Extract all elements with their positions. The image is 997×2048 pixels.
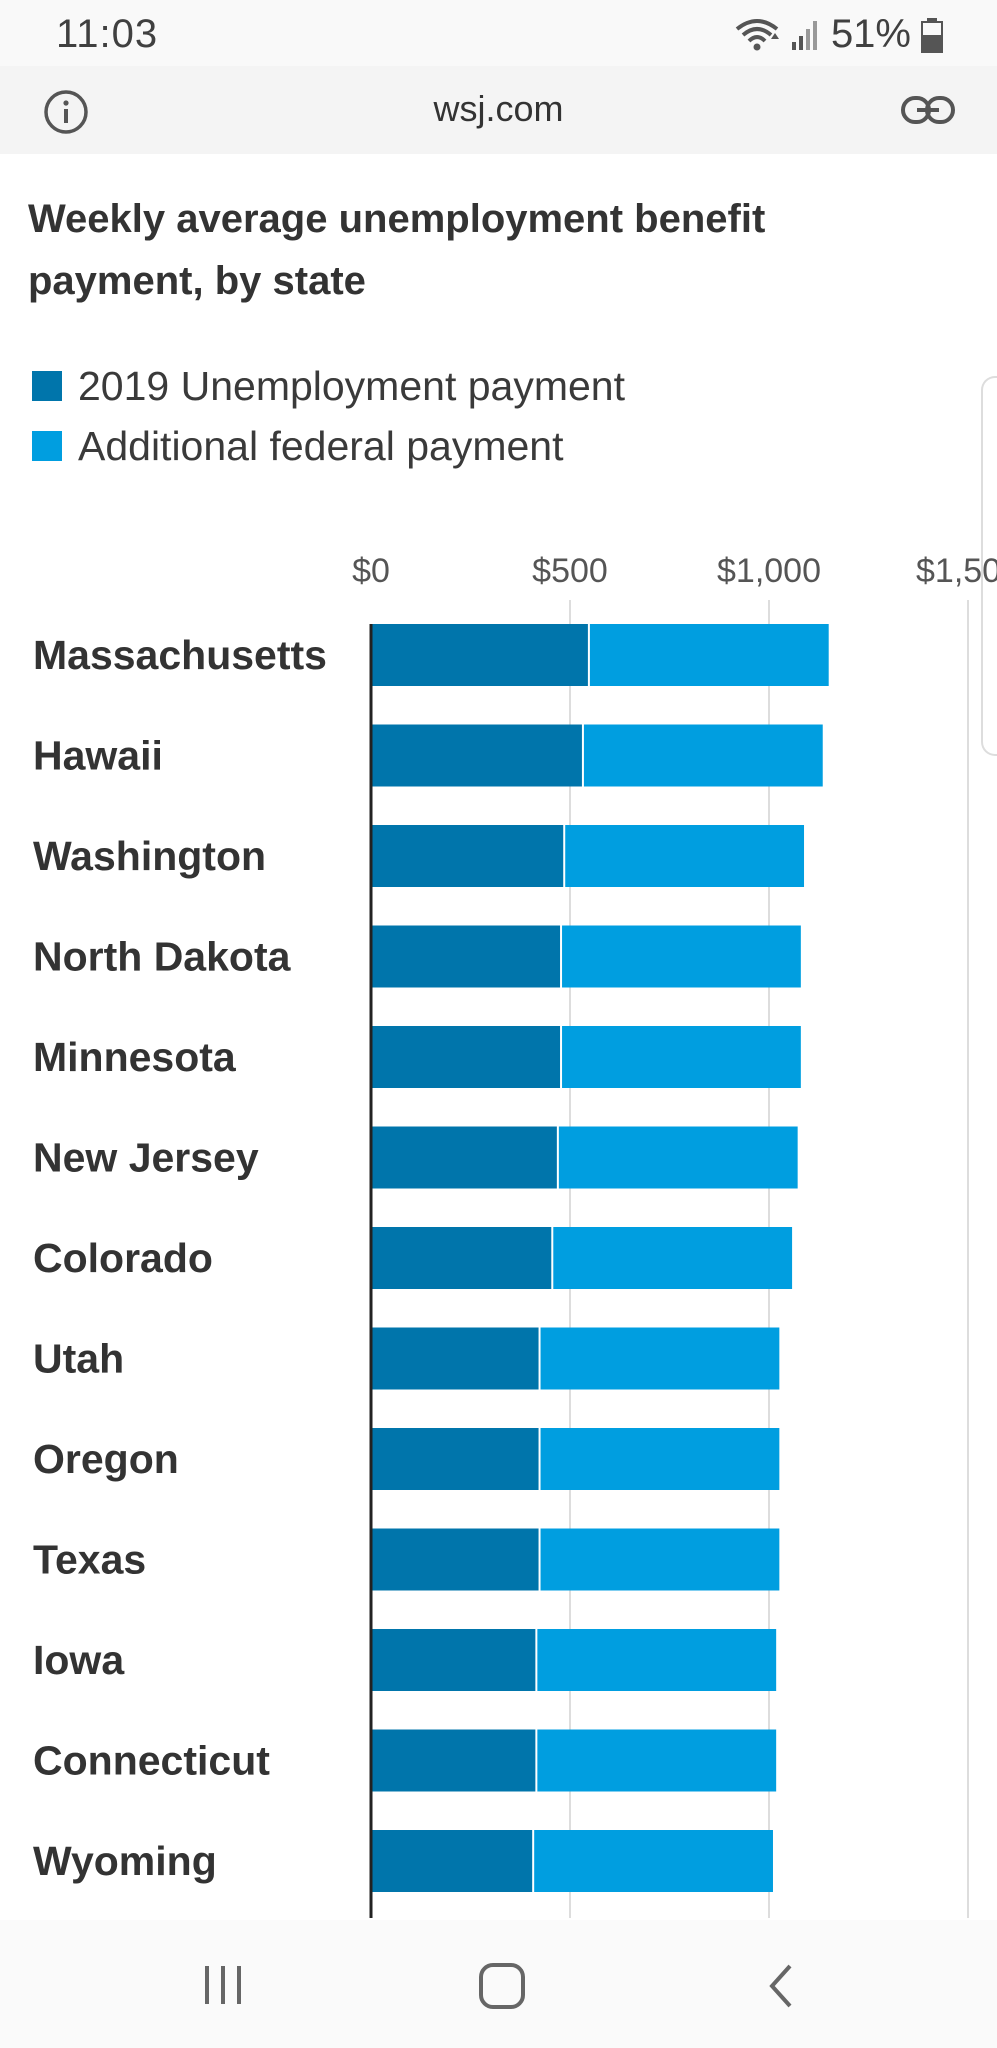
- link-icon[interactable]: [899, 88, 957, 137]
- bar-base: [371, 1830, 533, 1892]
- bar-additional: [558, 1126, 798, 1189]
- bar-additional: [537, 1629, 777, 1691]
- bar-base: [371, 825, 564, 887]
- category-label: Wyoming: [33, 1838, 217, 1884]
- legend-swatch-base: [32, 371, 62, 401]
- category-label: Colorado: [33, 1235, 213, 1281]
- chart-title: Weekly average unemployment benefit paym…: [28, 197, 766, 303]
- browser-bar: wsj.com: [0, 66, 997, 154]
- x-tick-label: $0: [352, 552, 390, 590]
- category-label: Iowa: [33, 1637, 125, 1683]
- x-tick-label: $500: [532, 552, 608, 590]
- bar-additional: [540, 1428, 780, 1490]
- bar-base: [371, 1126, 557, 1189]
- wifi-icon: [733, 17, 781, 53]
- category-label: Massachusetts: [33, 632, 327, 678]
- signal-icon: [791, 18, 821, 52]
- bar-additional: [583, 724, 823, 787]
- category-label: Hawaii: [33, 733, 163, 779]
- bar-base: [371, 1629, 536, 1691]
- bar-additional: [534, 1830, 773, 1892]
- bar-additional: [589, 624, 829, 686]
- url-text[interactable]: wsj.com: [433, 88, 564, 129]
- battery-icon: [921, 17, 943, 53]
- info-icon[interactable]: [42, 88, 90, 141]
- category-label: Utah: [33, 1336, 124, 1382]
- home-icon[interactable]: [478, 1962, 526, 2015]
- x-tick-label: $1,500: [916, 552, 997, 590]
- category-label: North Dakota: [33, 934, 292, 980]
- nav-bar: [0, 1920, 997, 2048]
- bar-additional: [562, 925, 801, 988]
- legend-label-base: 2019 Unemployment payment: [78, 362, 625, 409]
- bar-base: [371, 624, 588, 686]
- legend: 2019 Unemployment payment Additional fed…: [32, 356, 625, 476]
- bar-base: [371, 1026, 561, 1088]
- category-label: Oregon: [33, 1436, 179, 1482]
- bar-base: [371, 724, 582, 787]
- bar-additional: [540, 1528, 780, 1591]
- bar-additional: [540, 1327, 780, 1390]
- legend-item-additional: Additional federal payment: [32, 416, 625, 476]
- legend-swatch-additional: [32, 431, 62, 461]
- x-tick-label: $1,000: [717, 552, 821, 590]
- bar-additional: [565, 825, 805, 887]
- legend-item-base: 2019 Unemployment payment: [32, 356, 625, 416]
- category-label: Texas: [33, 1537, 146, 1583]
- bar-base: [371, 1428, 539, 1490]
- category-label: Washington: [33, 833, 266, 879]
- bar-additional: [537, 1729, 777, 1792]
- category-label: Minnesota: [33, 1034, 237, 1080]
- category-label: New Jersey: [33, 1135, 259, 1181]
- battery-text: 51%: [830, 12, 911, 56]
- bar-base: [371, 1729, 536, 1792]
- bar-base: [371, 925, 561, 988]
- status-time: 11:03: [56, 12, 159, 56]
- bar-base: [371, 1327, 539, 1390]
- bar-chart: $0 $500 $1,000 $1,500 Massachusetts Hawaii Was…: [33, 552, 997, 1918]
- scroll-handle[interactable]: [981, 376, 997, 756]
- bar-base: [371, 1528, 539, 1591]
- bar-additional: [553, 1227, 793, 1289]
- legend-label-additional: Additional federal payment: [78, 422, 564, 469]
- status-icons: 51%: [733, 12, 943, 57]
- bar-additional: [562, 1026, 801, 1088]
- category-label: Connecticut: [33, 1738, 270, 1784]
- back-icon[interactable]: [762, 1962, 802, 2015]
- status-bar: 11:03 51%: [0, 0, 997, 66]
- recent-apps-icon[interactable]: [200, 1962, 246, 2013]
- bar-base: [371, 1227, 552, 1289]
